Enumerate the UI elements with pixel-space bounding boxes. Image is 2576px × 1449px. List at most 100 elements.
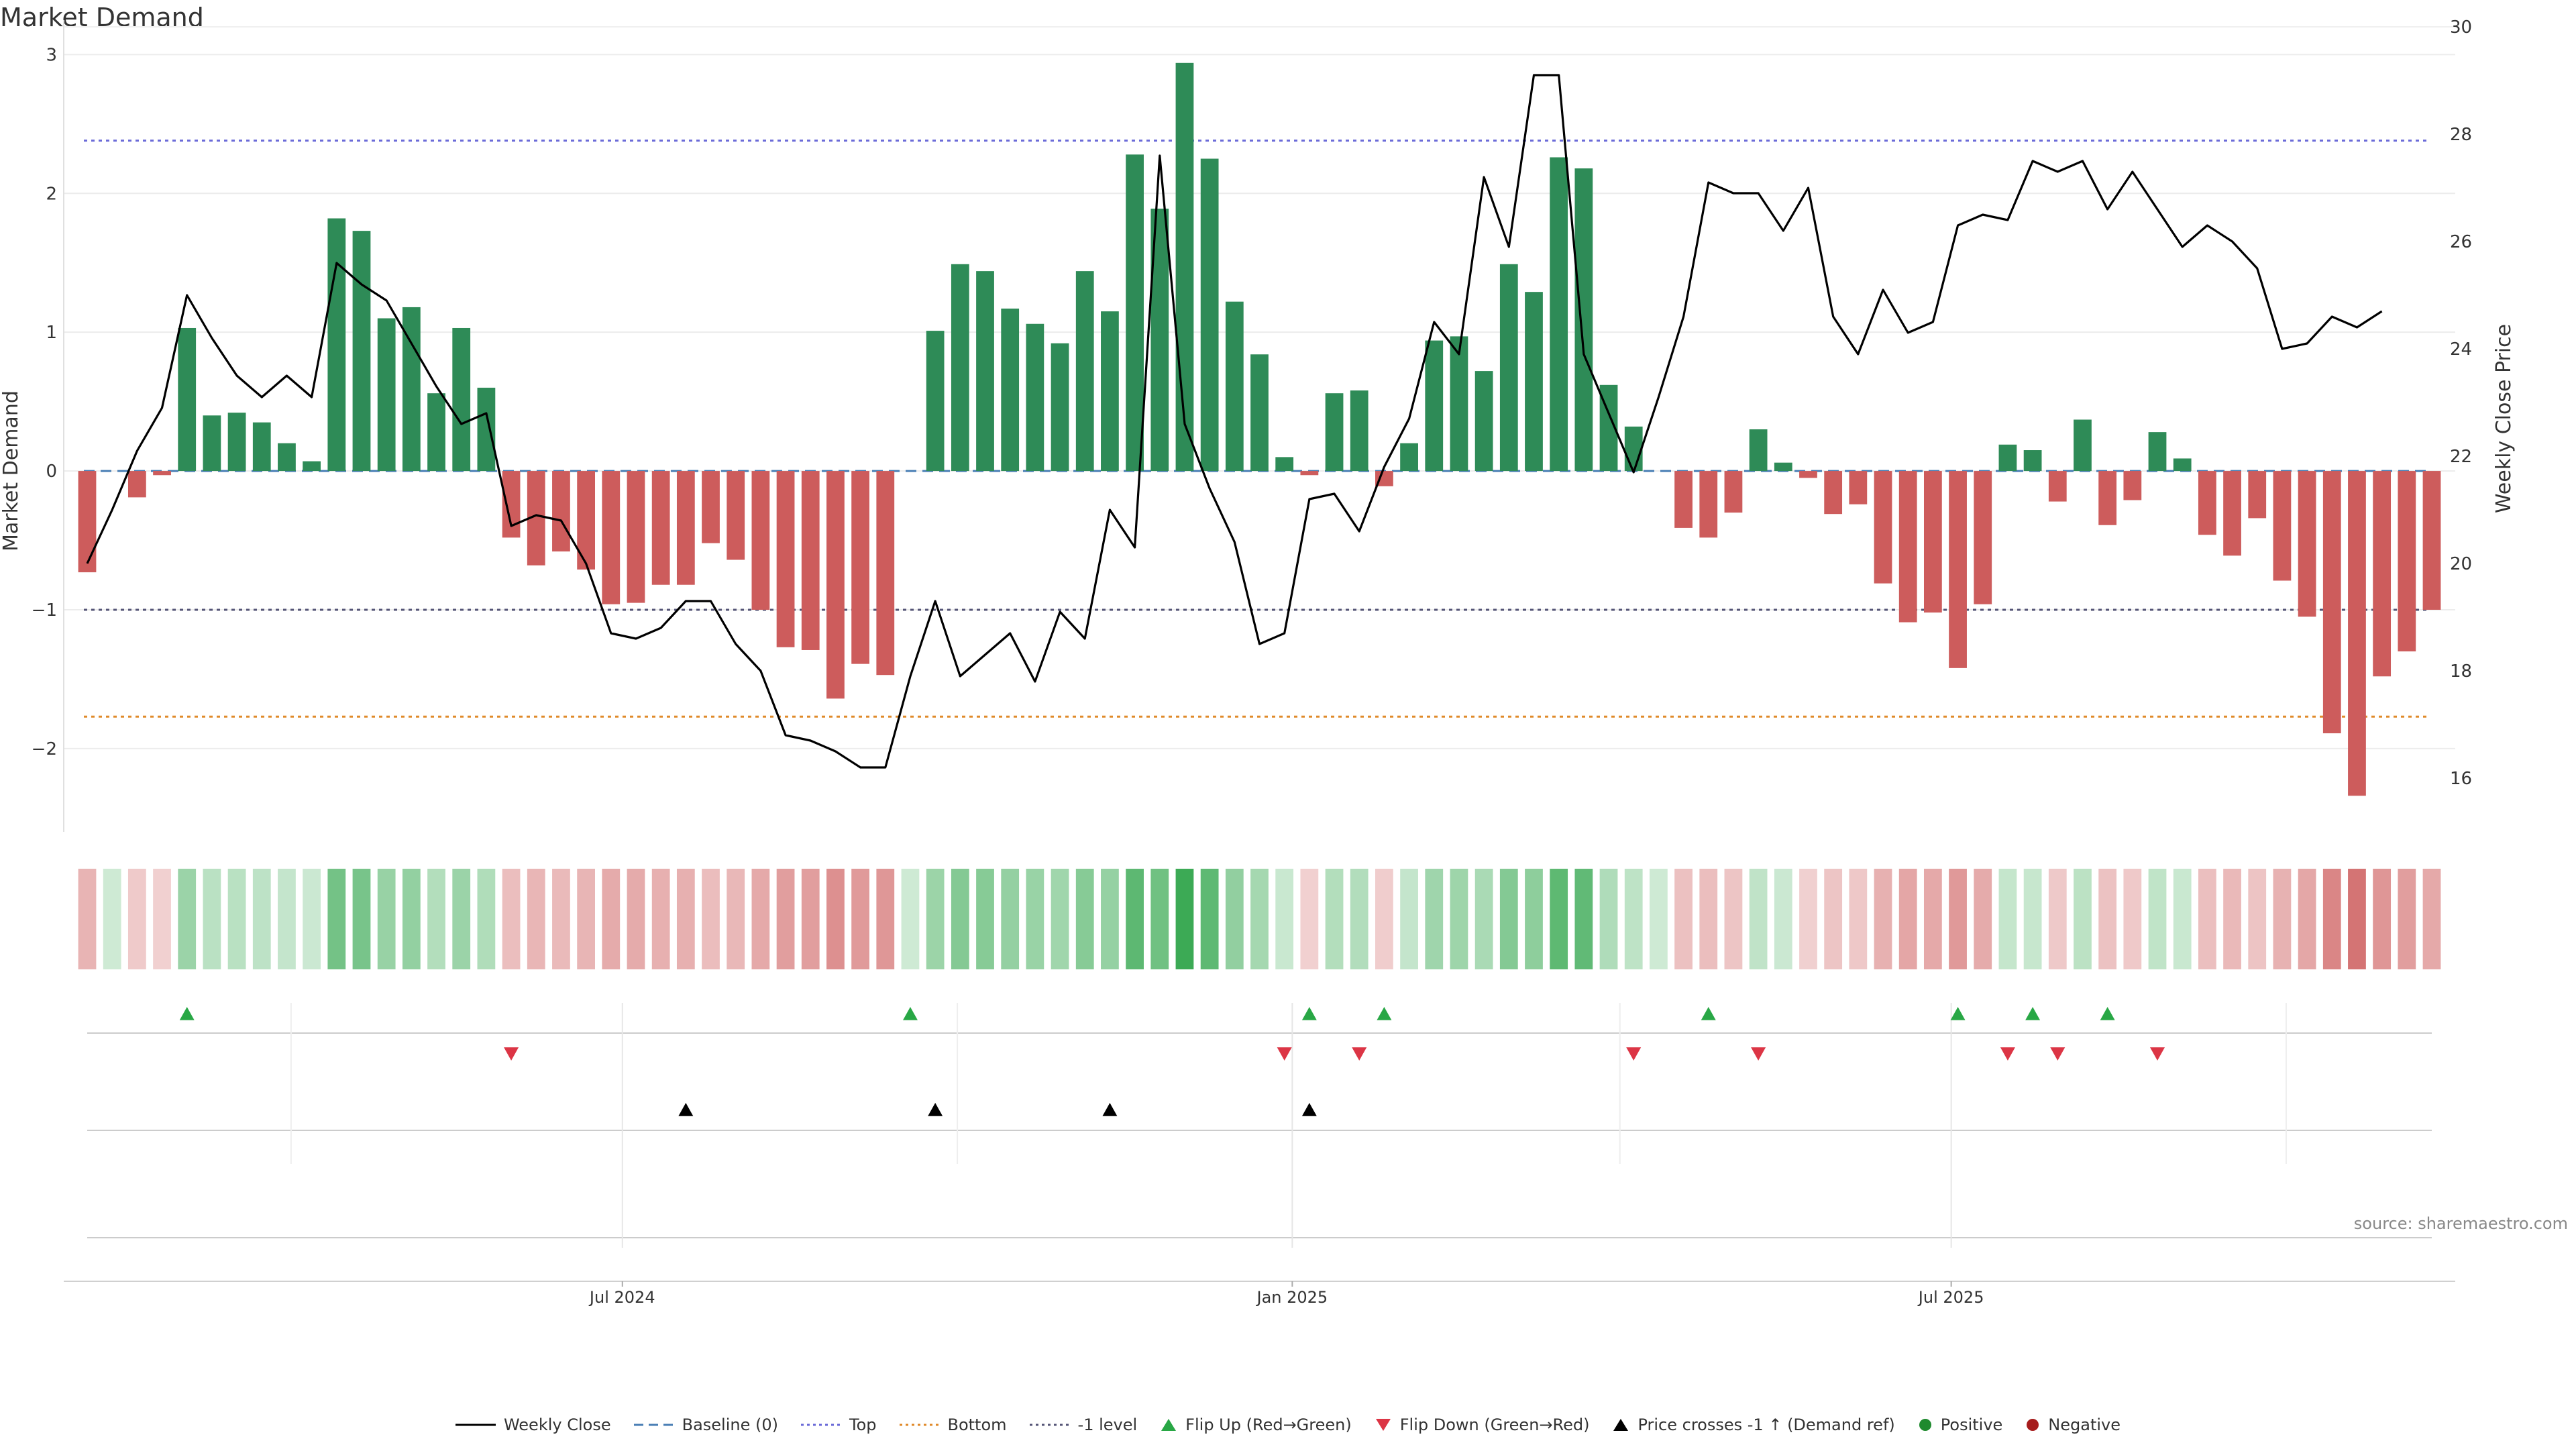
heat-cell [1126,869,1144,969]
demand-bar [1724,471,1743,513]
heat-cell [103,869,121,969]
demand-bar [2074,419,2092,472]
heat-cell [203,869,221,969]
demand-bar [1674,471,1693,528]
heat-cell [1200,869,1219,969]
heat-cell [851,869,869,969]
demand-bar [1300,471,1319,476]
heat-cell [303,869,321,969]
y-tick-label: 0 [46,462,57,482]
dashed-line-swatch-icon [633,1424,674,1426]
heat-cell [826,869,845,969]
x-tick-label: Jul 2024 [588,1288,655,1307]
legend-label: Flip Down (Green→Red) [1399,1415,1590,1434]
demand-bar [452,327,471,472]
flip-up-marker [179,1007,195,1020]
legend-label: Positive [1940,1415,2003,1434]
flip-down-marker [1277,1047,1292,1061]
heat-cell [1923,869,1942,969]
demand-bar [1400,443,1418,472]
demand-bar [876,471,895,676]
source-credit: source: sharemaestro.com [2353,1214,2568,1233]
flip-down-marker [504,1047,519,1061]
heat-cell [676,869,695,969]
demand-bar [627,471,645,603]
demand-bar [1923,471,1942,613]
legend-label: Price crosses -1 ↑ (Demand ref) [1638,1415,1895,1434]
heat-cell [2198,869,2216,969]
demand-bar [602,471,621,604]
demand-bar [1001,309,1020,472]
heat-cell [1650,869,1668,969]
price-cross-marker [678,1103,694,1116]
demand-bar [1225,301,1244,472]
heat-cell [577,869,596,969]
demand-bar [1749,429,1768,472]
y-tick-label: −1 [32,600,57,621]
flip-down-marker [2050,1047,2065,1061]
demand-bar [1874,471,1892,584]
heat-cell [1874,869,1892,969]
heat-cell [801,869,820,969]
demand-bars [78,62,2441,796]
demand-bar [1250,354,1269,472]
flip-down-marker [1352,1047,1367,1061]
demand-bar [1175,62,1194,472]
heat-cell [901,869,920,969]
heat-cell [1949,869,1967,969]
demand-bar [1974,471,1992,604]
heat-cell [78,869,97,969]
demand-bar [651,471,670,585]
demand-bar [1126,154,1144,472]
demand-bar [1624,426,1643,472]
heat-cell [352,869,371,969]
demand-bar [1425,340,1444,472]
demand-bar [976,271,994,472]
heat-cell [2074,869,2092,969]
triangle-down-icon [1375,1419,1391,1431]
heat-cell [1724,869,1743,969]
demand-bar [153,471,171,476]
legend-item-top: Top [801,1415,877,1434]
heat-cell [502,869,521,969]
heat-cell [702,869,720,969]
demand-bar [1474,371,1493,472]
legend-item-positive: Positive [1918,1415,2003,1434]
heat-cell [1075,869,1094,969]
heat-cell [402,869,421,969]
demand-bar [252,422,271,472]
heat-cell [2298,869,2316,969]
heat-cell [1674,869,1693,969]
heat-cell [651,869,670,969]
demand-bar [1325,393,1344,472]
y2-tick-label: 26 [2450,232,2472,252]
y-tick-label: 2 [46,184,57,204]
demand-bar [751,471,770,610]
heat-cell [527,869,545,969]
x-axis-ticks: Jul 2024 Jan 2025 Jul 2025 [588,1281,1984,1307]
heat-cell [278,869,296,969]
demand-bar [926,331,945,472]
dot-icon [2027,1419,2039,1431]
legend-item-weekly-close: Weekly Close [455,1415,611,1434]
heat-cell [1574,869,1593,969]
demand-bar [1525,292,1543,472]
heat-cell [2223,869,2241,969]
flip-down-marker [2000,1047,2015,1061]
legend-label: Weekly Close [503,1415,611,1434]
legend-label: Top [849,1415,877,1434]
heat-cell [2422,869,2441,969]
demand-bar [1075,271,1094,472]
dotted-line-swatch-icon [801,1424,841,1426]
weekly-close-line [86,74,2383,769]
demand-bar [203,415,221,472]
y2-tick-label: 28 [2450,125,2472,145]
axes [63,20,2455,1282]
heat-cell [1425,869,1444,969]
heat-cell [2398,869,2416,969]
heat-cell [1275,869,1294,969]
flip-up-marker [2025,1007,2041,1020]
y-axis-label: Market Demand [0,390,23,551]
flip-up-marker [1301,1007,1317,1020]
demand-bar [951,264,969,472]
